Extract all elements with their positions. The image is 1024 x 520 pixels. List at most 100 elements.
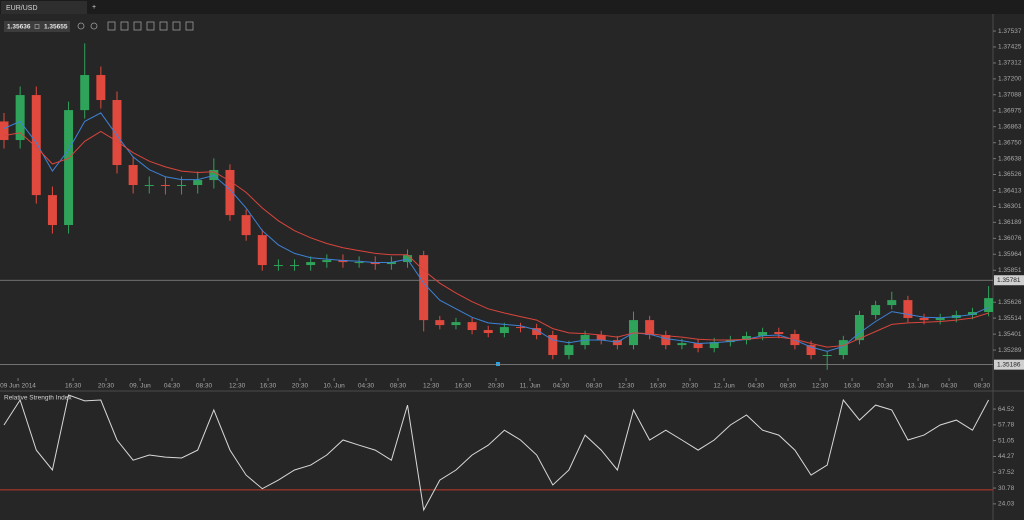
candle-body [306,262,316,266]
y-tick-label: 1.37312 [998,60,1022,67]
y-tick-label: 1.36863 [998,123,1022,130]
x-tick-label: 20:30 [98,383,115,390]
candle-body [467,322,477,331]
indicators[interactable] [133,21,142,31]
event-marker[interactable] [496,362,500,366]
x-tick-label: 12:30 [229,383,246,390]
quote-box[interactable] [4,21,70,32]
y-tick-label: 37.52 [998,469,1015,476]
candle-body [451,322,461,326]
y-tick-label: 1.36975 [998,108,1022,115]
templates[interactable] [146,21,155,31]
candle-body [838,340,848,356]
candle-body [386,262,396,265]
candle-body [774,332,784,335]
candle-body [193,180,203,186]
x-tick-label: 09 Jun 2014 [0,383,36,390]
x-tick-label: 20:30 [877,383,894,390]
candle-body [483,330,493,334]
candle-body [144,185,154,187]
settings[interactable] [185,21,194,31]
candle-body [290,265,300,267]
candle-body [806,345,816,356]
x-tick-label: 08:30 [196,383,213,390]
zoom-out[interactable] [90,22,98,30]
ask: 1.35655 [44,24,68,31]
x-tick-label: 20:30 [488,383,505,390]
y-tick-label: 1.36526 [998,171,1022,178]
tab-bar [0,0,1024,14]
x-tick-label: 04:30 [164,383,181,390]
x-tick-label: 16:30 [260,383,277,390]
candle-body [741,335,751,341]
y-tick-label: 24.03 [998,501,1015,508]
candle-body [935,317,945,321]
x-tick-label: 12:30 [423,383,440,390]
candle-body [435,320,445,326]
x-tick-label: 04:30 [941,383,958,390]
x-tick-label: 16:30 [455,383,472,390]
y-tick-label: 1.36076 [998,235,1022,242]
x-tick-label: 04:30 [553,383,570,390]
y-tick-label: 1.35289 [998,347,1022,354]
candle-body [516,327,526,329]
y-tick-label: 1.35401 [998,331,1022,338]
y-tick-label: 1.36638 [998,155,1022,162]
rsi-line [3,394,990,512]
price-line-label: 1.35186 [997,361,1021,368]
candle-body [596,335,606,341]
candle-body [128,165,138,186]
x-tick-label: 16:30 [650,383,667,390]
x-tick-label: 09. Jun [129,383,151,390]
y-tick-label: 1.37537 [998,28,1022,35]
y-tick-label: 1.36301 [998,203,1022,210]
x-tick-label: 08:30 [586,383,603,390]
candle-body [871,305,881,315]
zoom-in[interactable] [77,22,85,30]
candle-body [241,215,251,236]
x-tick-label: 20:30 [292,383,309,390]
moving-average [3,130,989,348]
candle-body [112,100,122,166]
spread-icon [34,24,40,29]
price-line-box [994,359,1024,370]
bid: 1.35636 [7,24,31,31]
y-tick-label: 1.35514 [998,315,1022,322]
x-tick-label: 11. Jun [520,383,541,390]
candle-body [15,95,25,141]
candle-body [564,345,574,356]
candle-body [903,300,913,318]
y-tick-label: 51.05 [998,437,1015,444]
candle-body [257,235,267,266]
x-tick-label: 08:30 [390,383,407,390]
candle-body [225,169,235,216]
candle-body [758,332,768,336]
x-tick-label: 04:30 [358,383,375,390]
y-tick-label: 1.35964 [998,251,1022,258]
y-tick-label: 1.36413 [998,187,1022,194]
x-tick-label: 10. Jun [323,383,345,390]
candle-body [80,75,90,111]
x-tick-label: 08:30 [974,383,991,390]
candle-body [532,328,542,336]
candle-body [177,185,187,187]
timeframe[interactable] [107,21,116,31]
candle-body [709,342,719,349]
price-line-box [994,275,1024,286]
candle-body [273,265,283,267]
y-tick-label: 1.36189 [998,219,1022,226]
tab-label[interactable]: EUR/USD [6,5,38,12]
x-tick-label: 08:30 [780,383,797,390]
tab[interactable] [1,1,87,14]
y-tick-label: 44.27 [998,453,1015,460]
chart-type[interactable] [120,21,129,31]
new-tab[interactable]: + [92,4,96,11]
objects[interactable] [172,21,181,31]
x-tick-label: 16:30 [65,383,82,390]
toolbar [77,21,194,31]
candle-body [887,300,897,306]
x-tick-label: 12:30 [812,383,829,390]
drawing[interactable] [159,21,168,31]
